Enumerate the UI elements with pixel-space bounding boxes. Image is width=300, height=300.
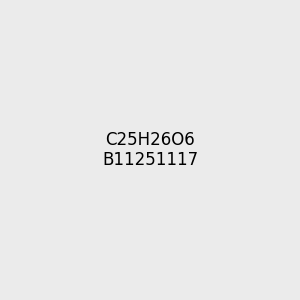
Text: C25H26O6
B11251117: C25H26O6 B11251117 [102,130,198,170]
